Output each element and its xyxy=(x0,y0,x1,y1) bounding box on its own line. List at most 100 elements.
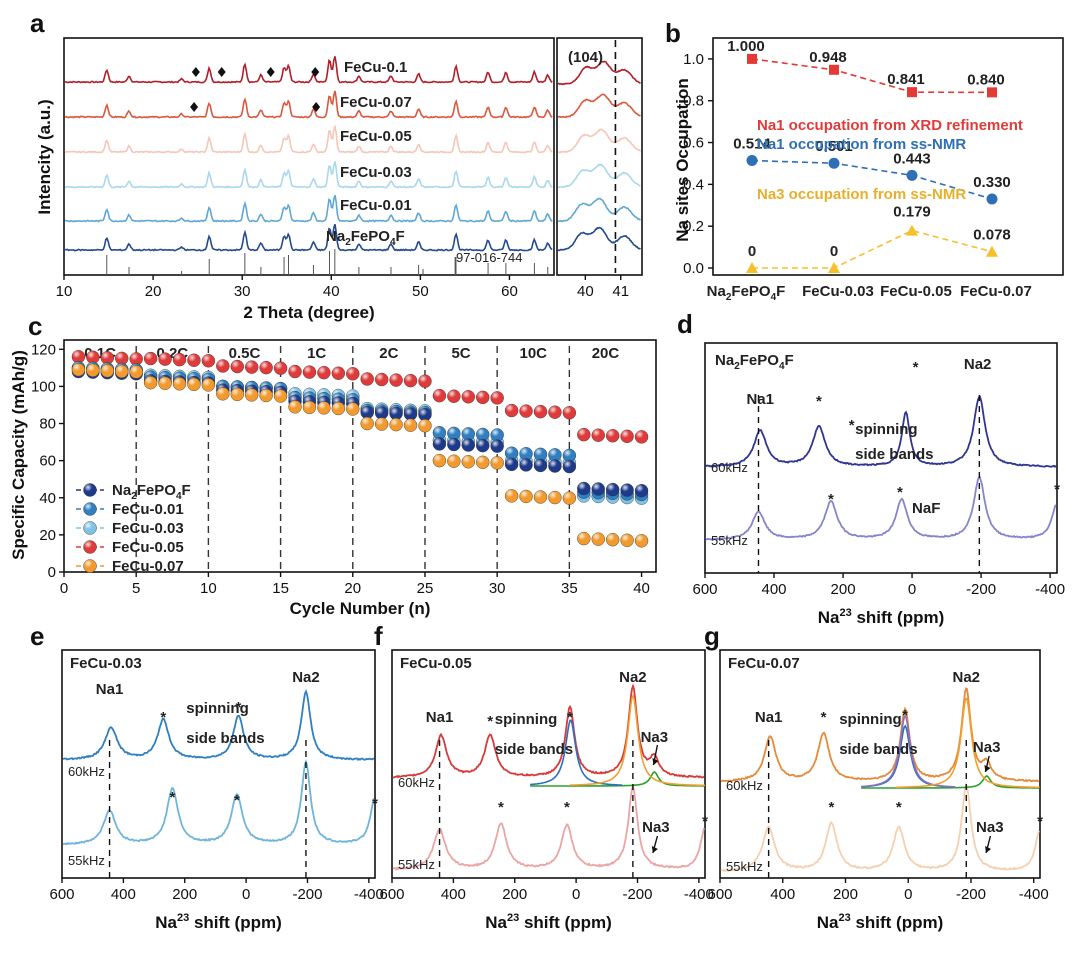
capacity-point-shine xyxy=(476,390,490,404)
capacity-point-shine xyxy=(505,446,519,460)
x-tick-label: -400 xyxy=(1035,581,1065,598)
fit-component xyxy=(530,771,705,787)
arrow-head xyxy=(652,758,659,765)
panel-frame xyxy=(719,649,1041,879)
capacity-point-shine xyxy=(288,400,302,414)
nmr-trace xyxy=(720,687,1040,783)
x-tick-label: 10 xyxy=(56,283,73,300)
sideband-star: * xyxy=(487,713,493,730)
capacity-point-shine xyxy=(591,482,605,496)
sideband-star: * xyxy=(902,707,908,724)
rate-label: 1C xyxy=(307,345,326,362)
series-line xyxy=(751,159,993,200)
x-tick-label: 0 xyxy=(908,581,916,598)
capacity-point-shine xyxy=(230,360,244,374)
capacity-point-shine xyxy=(288,365,302,379)
occupation-series: 1.000 0.948 0.841 0.840 0.514 0.501 0.443 0.330… xyxy=(727,38,1011,273)
reference-sticks xyxy=(106,249,549,275)
marker-circle xyxy=(746,155,758,167)
capacity-point-shine xyxy=(144,376,158,390)
nmr-trace xyxy=(62,759,375,846)
capacity-point-shine xyxy=(620,533,634,547)
capacity-point-shine xyxy=(635,430,649,444)
capacity-point-shine xyxy=(562,406,576,420)
capacity-point-shine xyxy=(404,418,418,432)
marker-triangle xyxy=(828,262,840,273)
series-line xyxy=(752,229,993,269)
panel-label-g: g xyxy=(704,621,720,651)
na2-label: Na2 xyxy=(619,669,647,686)
xrd-trace xyxy=(64,125,553,154)
diamond-marker xyxy=(311,67,320,77)
inset-trace xyxy=(558,93,641,119)
capacity-point-shine xyxy=(476,455,490,469)
nmr-trace xyxy=(705,395,1057,468)
capacity-point-shine xyxy=(591,428,605,442)
panel-title: FeCu-0.03 xyxy=(70,655,142,672)
capacity-point-shine xyxy=(533,447,547,461)
capacity-point-shine xyxy=(302,365,316,379)
xrd-trace xyxy=(65,161,553,189)
y-tick-label: 40 xyxy=(39,490,56,507)
capacity-point-shine xyxy=(476,439,490,453)
legend-na3-nmr: Na3 occupation from ss-NMR xyxy=(757,186,966,203)
series-line xyxy=(751,58,993,94)
x-category-label: FeCu-0.05 xyxy=(880,283,952,300)
x-axis-label: Na23 shift (ppm) xyxy=(818,607,945,627)
capacity-point-shine xyxy=(245,388,259,402)
x-tick-label: -200 xyxy=(956,886,986,903)
capacity-point-shine xyxy=(201,378,215,392)
x-tick-label: 20 xyxy=(344,580,361,597)
sideband-star: * xyxy=(896,799,902,816)
rate-label: 5C xyxy=(451,345,470,362)
trace-label-60khz: 60kHz xyxy=(398,775,435,790)
na2-label: Na2 xyxy=(964,356,992,373)
inset-annotation: (104) xyxy=(568,49,603,66)
capacity-point-shine xyxy=(461,390,475,404)
capacity-point-shine xyxy=(447,437,461,451)
y-tick-label: 0.2 xyxy=(683,218,704,235)
arrow-head xyxy=(984,765,991,772)
capacity-point-shine xyxy=(548,448,562,462)
y-tick-label: 0 xyxy=(48,564,56,581)
capacity-point-shine xyxy=(447,426,461,440)
marker-circle xyxy=(828,157,840,169)
capacity-point-shine xyxy=(389,373,403,387)
marker-square xyxy=(747,53,757,64)
spinning-sidebands-label: spinning xyxy=(495,711,558,728)
panel-frame xyxy=(391,649,706,879)
capacity-point-shine xyxy=(461,427,475,441)
capacity-points xyxy=(71,350,649,548)
na3-label: Na3 xyxy=(641,729,669,746)
legend-marker-shine xyxy=(83,521,97,535)
capacity-point-shine xyxy=(591,532,605,546)
x-tick-label: 0 xyxy=(242,886,250,903)
y-tick-label: 1.0 xyxy=(683,51,704,68)
xrd-trace xyxy=(64,56,553,84)
capacity-point-shine xyxy=(375,373,389,387)
rate-label: 0.5C xyxy=(229,345,261,362)
panel-a-inset: (104) 40 41 xyxy=(556,37,643,300)
capacity-point-shine xyxy=(548,405,562,419)
capacity-point-shine xyxy=(375,406,389,420)
panel-label-a: a xyxy=(30,8,45,38)
spinning-sidebands-label: side bands xyxy=(855,446,933,463)
capacity-point-shine xyxy=(360,372,374,386)
capacity-point-shine xyxy=(519,447,533,461)
x-tick-label: 200 xyxy=(502,886,527,903)
panel-label-d: d xyxy=(677,309,693,339)
capacity-point-shine xyxy=(548,491,562,505)
x-category-label: FeCu-0.03 xyxy=(802,283,874,300)
capacity-point-shine xyxy=(71,350,85,364)
sideband-star: * xyxy=(828,799,834,816)
spinning-sidebands-label: spinning xyxy=(839,711,902,728)
capacity-point-shine xyxy=(346,367,360,381)
sideband-star: * xyxy=(913,359,919,376)
inset-trace xyxy=(557,163,641,189)
capacity-point-shine xyxy=(158,352,172,366)
y-tick-label: 0.8 xyxy=(683,93,704,110)
panel-frame xyxy=(61,649,376,879)
capacity-point-shine xyxy=(144,352,158,366)
fit-component xyxy=(569,694,706,787)
